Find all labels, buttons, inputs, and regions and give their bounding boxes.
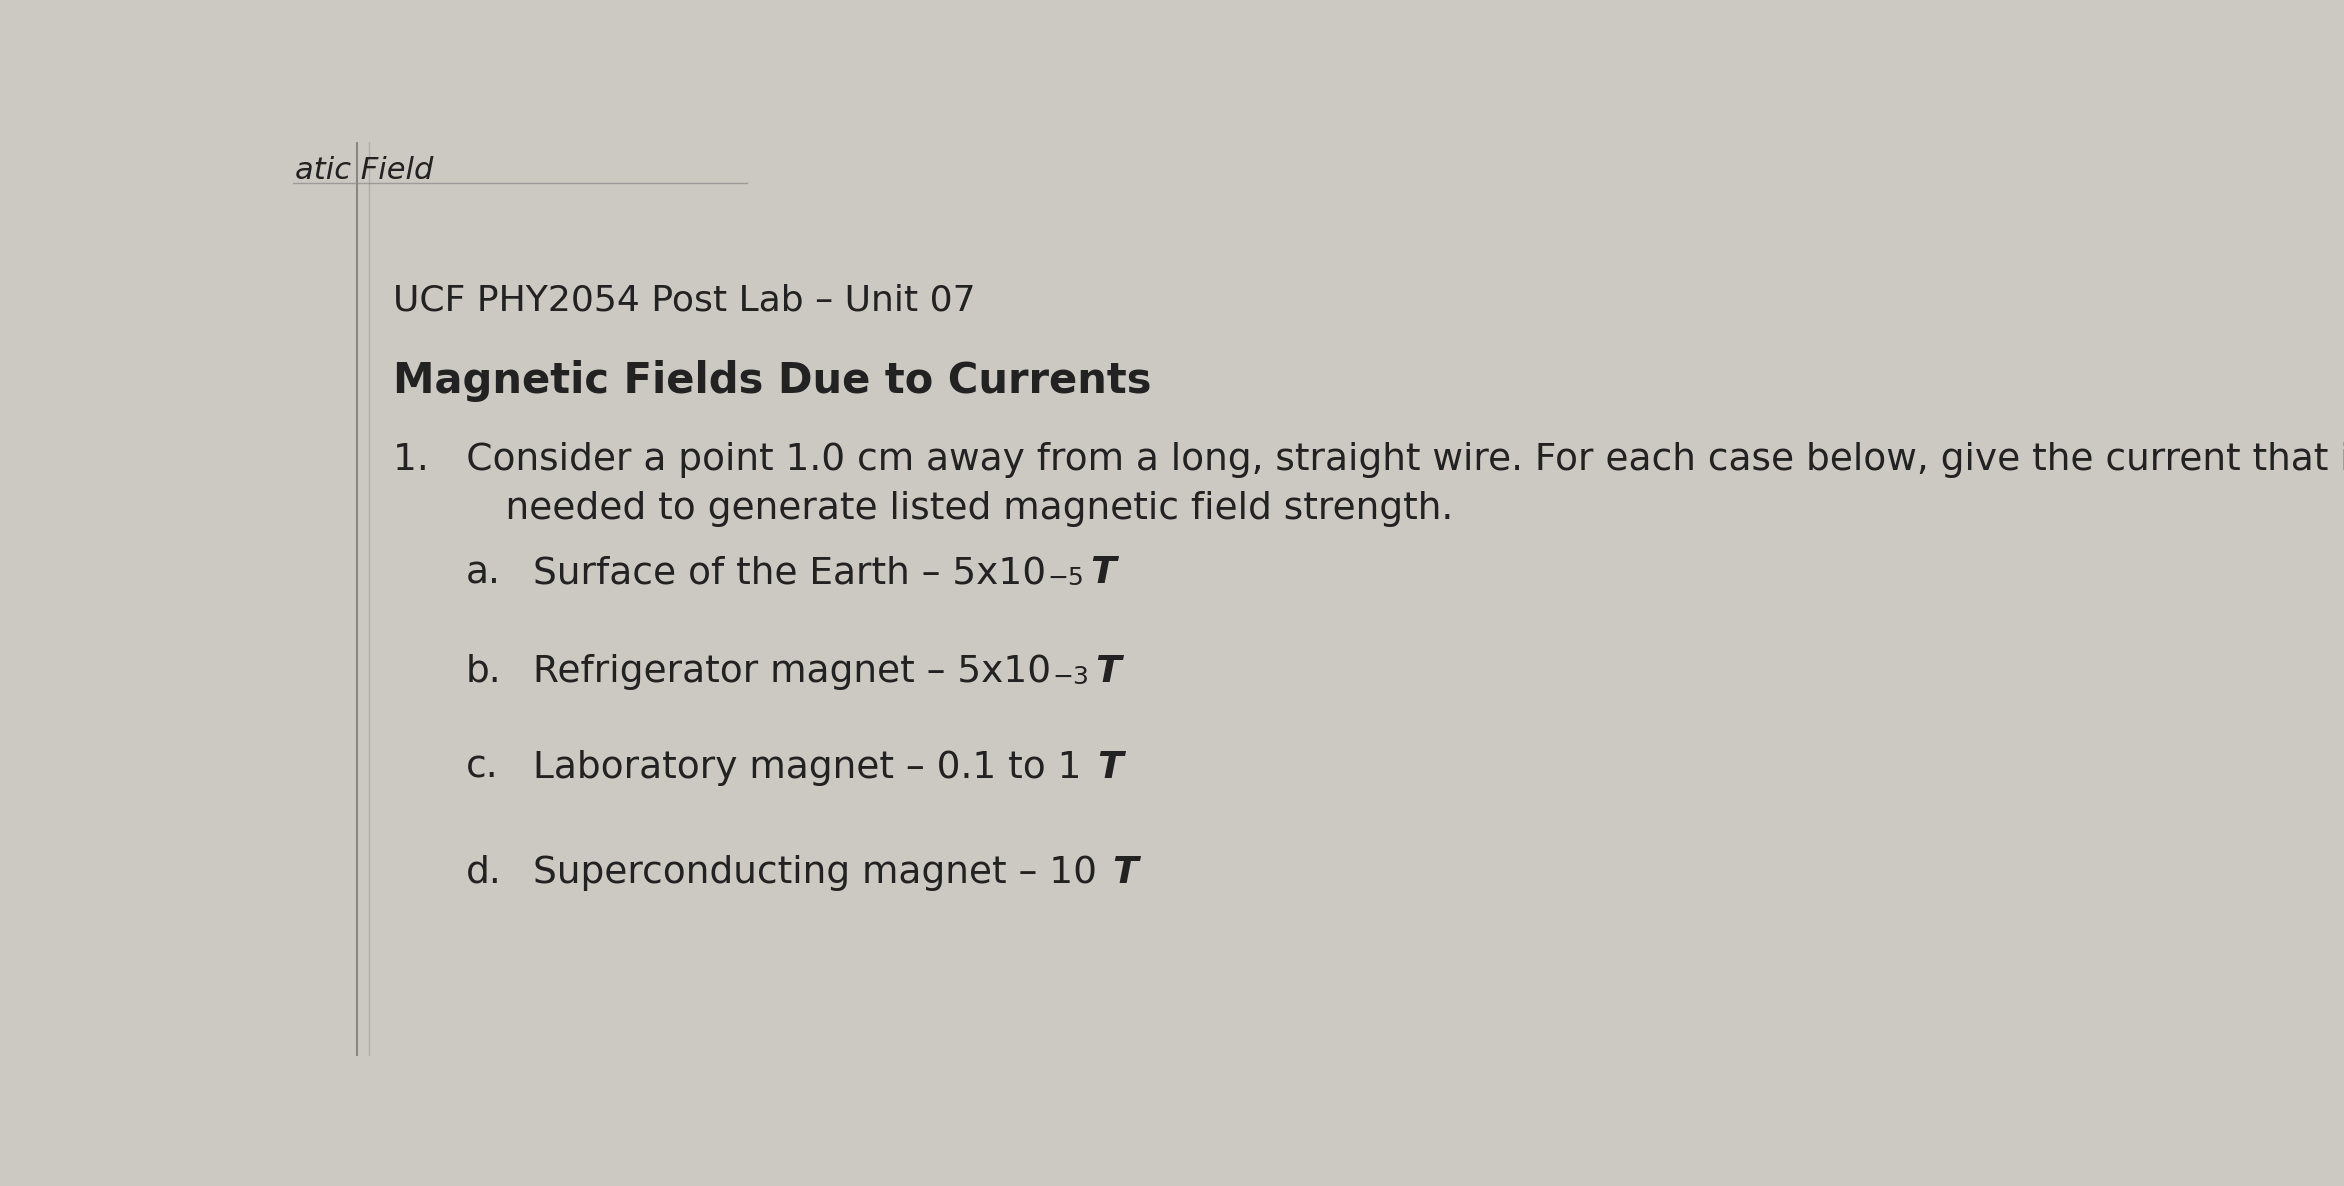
Text: Magnetic Fields Due to Currents: Magnetic Fields Due to Currents: [394, 359, 1151, 402]
Text: UCF PHY2054 Post Lab – Unit 07: UCF PHY2054 Post Lab – Unit 07: [394, 283, 975, 318]
Text: d.: d.: [466, 855, 502, 891]
Text: T: T: [1097, 750, 1123, 785]
Text: T: T: [1090, 555, 1116, 591]
Text: atic Field: atic Field: [295, 157, 434, 185]
Text: T: T: [1113, 855, 1137, 891]
Text: needed to generate listed magnetic field strength.: needed to generate listed magnetic field…: [394, 491, 1453, 527]
Text: a.: a.: [466, 555, 502, 591]
Text: Surface of the Earth – 5x10: Surface of the Earth – 5x10: [532, 555, 1045, 591]
Text: Laboratory magnet – 0.1 to 1: Laboratory magnet – 0.1 to 1: [532, 750, 1092, 785]
Text: −5: −5: [1048, 566, 1085, 591]
Text: b.: b.: [466, 653, 502, 690]
Text: Refrigerator magnet – 5x10: Refrigerator magnet – 5x10: [532, 653, 1050, 690]
Text: −3: −3: [1052, 664, 1090, 689]
Text: c.: c.: [466, 750, 499, 785]
Text: Superconducting magnet – 10: Superconducting magnet – 10: [532, 855, 1109, 891]
Text: 1. Consider a point 1.0 cm away from a long, straight wire. For each case below,: 1. Consider a point 1.0 cm away from a l…: [394, 442, 2344, 478]
Text: T: T: [1095, 653, 1120, 690]
